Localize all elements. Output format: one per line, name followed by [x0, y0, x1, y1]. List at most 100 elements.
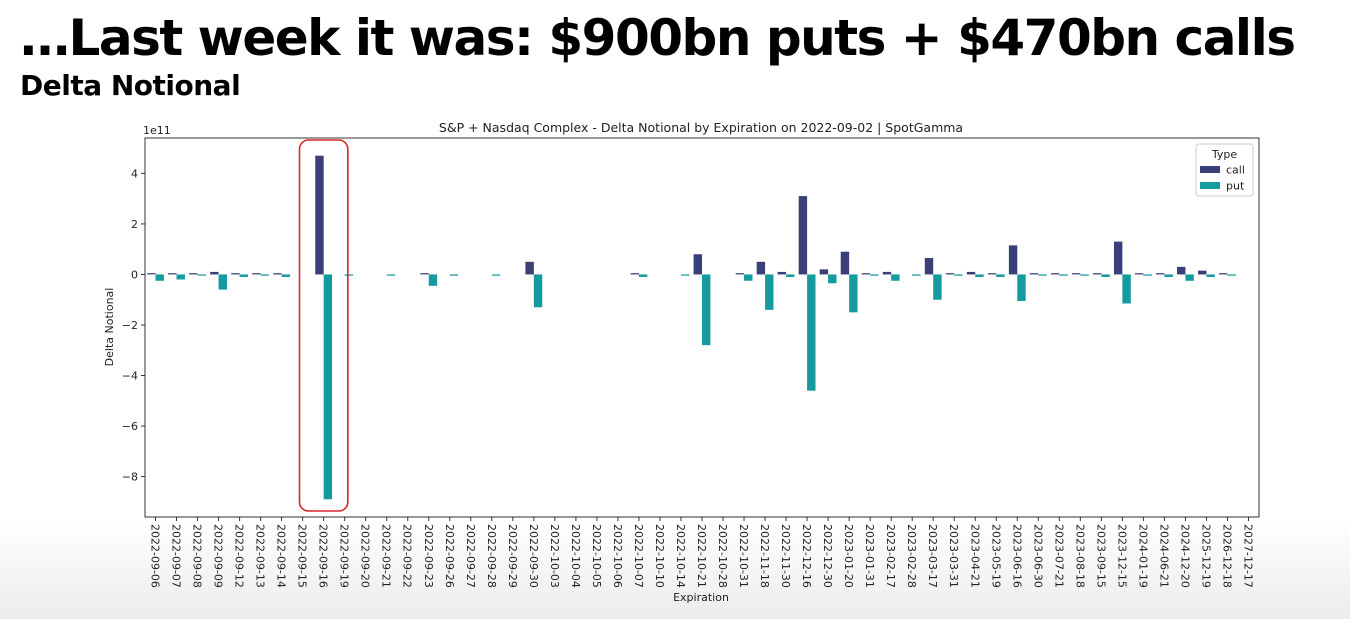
bar-call-2023-05-19	[987, 273, 997, 275]
x-tick-label: 2022-10-05	[590, 524, 603, 588]
bar-call-2023-03-31	[945, 273, 955, 275]
bar-put-2023-02-28	[912, 274, 921, 276]
x-tick-label: 2024-12-20	[1178, 524, 1191, 588]
plot-frame	[144, 137, 1260, 518]
x-tick-label: 2022-09-29	[506, 524, 519, 588]
x-tick-label: 2022-09-15	[296, 524, 309, 588]
x-tick-label: 2023-05-19	[989, 524, 1002, 588]
bar-put-2022-09-12	[239, 274, 248, 277]
bar-call-2023-01-20	[840, 251, 850, 275]
x-tick-label: 2022-12-16	[800, 524, 813, 588]
bar-put-2022-09-30	[533, 274, 543, 308]
bar-call-2024-06-21	[1156, 273, 1165, 275]
bar-call-2022-12-30	[819, 269, 829, 275]
bar-put-2023-06-16	[1017, 274, 1026, 301]
x-tick-label: 2022-09-09	[212, 524, 225, 588]
highlight-box	[298, 139, 349, 512]
bar-put-2022-10-21	[702, 274, 711, 346]
x-tick-label: 2023-01-20	[842, 524, 855, 588]
bar-put-2024-01-19	[1143, 274, 1152, 276]
bar-call-2022-10-07	[630, 273, 639, 275]
bar-put-2023-07-21	[1059, 274, 1068, 276]
x-tick-label: 2022-09-06	[149, 524, 162, 588]
x-tick-label: 2022-10-04	[569, 524, 582, 588]
legend-label-put: put	[1226, 180, 1245, 193]
x-tick-label: 2023-12-15	[1115, 524, 1128, 588]
bar-put-2022-09-26	[449, 274, 459, 276]
bar-call-2025-12-19	[1198, 270, 1207, 275]
bar-call-2022-09-14	[273, 273, 282, 275]
x-tick-label: 2023-02-17	[884, 524, 897, 588]
bar-put-2023-12-15	[1122, 274, 1131, 304]
bar-call-2023-08-18	[1071, 273, 1081, 275]
legend-title: Type	[1211, 148, 1237, 161]
bar-put-2023-02-17	[891, 274, 900, 281]
bar-call-2023-06-30	[1029, 273, 1039, 275]
x-tick-label: 2022-10-28	[716, 524, 729, 588]
y-tick-label: −6	[122, 420, 138, 433]
x-tick-label: 2022-09-16	[317, 524, 330, 588]
x-tick-label: 2022-09-26	[443, 524, 456, 588]
bar-put-2022-09-09	[218, 274, 227, 290]
x-tick-label: 2022-10-31	[737, 524, 750, 588]
bar-call-2022-09-08	[189, 273, 198, 275]
x-tick-label: 2023-06-30	[1031, 524, 1044, 588]
bar-put-2023-06-30	[1038, 274, 1047, 276]
x-tick-label: 2023-03-31	[947, 524, 960, 588]
bar-put-2024-12-20	[1185, 274, 1194, 281]
page-subheadline: Delta Notional	[20, 69, 241, 102]
bar-put-2022-09-13	[260, 274, 270, 276]
x-tick-label: 2022-09-08	[191, 524, 204, 588]
bar-call-2023-02-17	[882, 271, 892, 275]
x-tick-label: 2022-10-03	[548, 524, 561, 588]
bar-call-2022-09-09	[210, 271, 219, 275]
x-tick-label: 2023-01-31	[863, 524, 876, 588]
x-tick-label: 2022-09-14	[275, 524, 288, 588]
bar-put-2023-09-15	[1101, 274, 1110, 277]
bar-call-2026-12-18	[1219, 273, 1228, 275]
bar-call-2022-09-06	[147, 273, 156, 275]
bar-call-2022-09-12	[231, 273, 240, 275]
bar-call-2022-09-30	[525, 261, 534, 275]
bar-call-2023-12-15	[1113, 241, 1123, 275]
x-tick-label: 2022-10-07	[632, 524, 645, 588]
legend-swatch-put	[1200, 182, 1220, 189]
y-offset-label: 1e11	[143, 124, 171, 137]
y-tick-label: 0	[131, 268, 138, 281]
x-tick-label: 2022-09-12	[233, 524, 246, 588]
x-tick-label: 2023-02-28	[905, 524, 918, 588]
x-tick-label: 2024-01-19	[1136, 524, 1149, 588]
x-tick-label: 2023-09-15	[1094, 524, 1107, 588]
bar-call-2023-07-21	[1050, 273, 1060, 275]
x-tick-label: 2022-09-07	[170, 524, 183, 588]
y-tick-label: −8	[122, 471, 138, 484]
bar-call-2022-09-13	[252, 273, 261, 275]
bar-put-2022-10-14	[680, 274, 690, 276]
y-tick-label: −4	[122, 370, 138, 383]
x-tick-label: 2022-09-13	[254, 524, 267, 588]
bar-put-2022-12-16	[807, 274, 816, 391]
bar-put-2022-09-16	[323, 274, 333, 500]
bar-call-2023-01-31	[861, 273, 871, 275]
bar-put-2023-08-18	[1080, 274, 1089, 276]
x-tick-label: 2022-12-30	[821, 524, 834, 588]
x-tick-label: 2022-10-21	[695, 524, 708, 588]
bar-put-2025-12-19	[1206, 274, 1215, 277]
bar-call-2023-03-17	[924, 258, 934, 275]
y-tick-label: 2	[131, 218, 138, 231]
x-axis-label: Expiration	[673, 591, 729, 604]
chart-title: S&P + Nasdaq Complex - Delta Notional by…	[439, 120, 963, 135]
chart-legend: Type call put	[1195, 143, 1254, 197]
bar-put-2024-06-21	[1164, 274, 1173, 277]
x-tick-label: 2024-06-21	[1157, 524, 1170, 588]
x-tick-label: 2023-03-17	[926, 524, 939, 588]
x-tick-label: 2027-12-17	[1241, 524, 1254, 588]
x-tick-label: 2023-06-16	[1010, 524, 1023, 588]
x-tick-label: 2022-10-06	[611, 524, 624, 588]
legend-swatch-call	[1200, 166, 1220, 173]
x-tick-label: 2022-11-18	[758, 524, 771, 588]
bar-put-2026-12-18	[1227, 274, 1236, 276]
bar-call-2022-11-30	[777, 271, 787, 275]
bar-put-2022-10-07	[638, 274, 648, 277]
